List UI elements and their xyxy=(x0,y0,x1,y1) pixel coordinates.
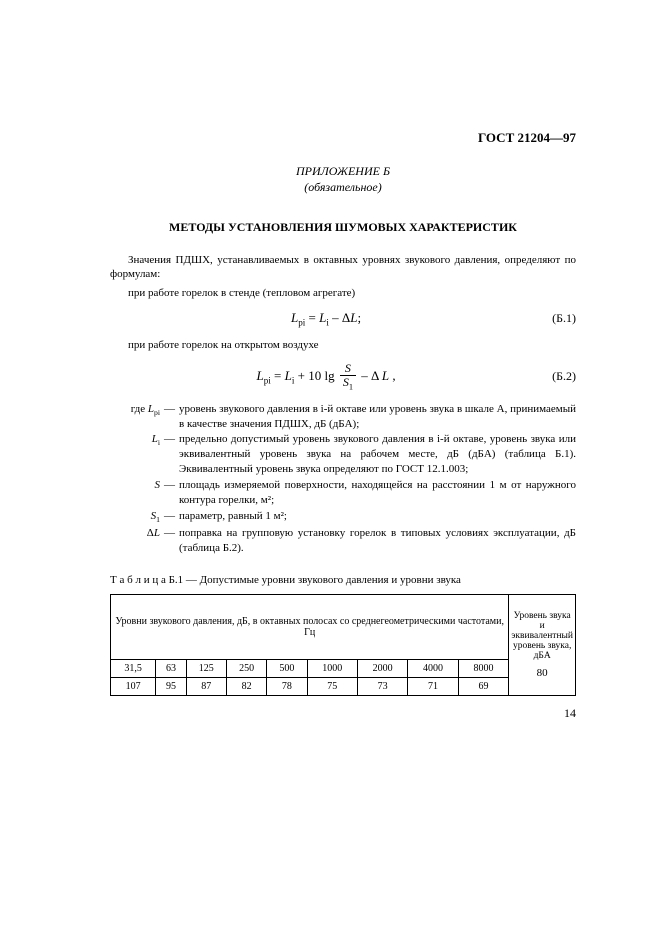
where-lpi-text: уровень звукового давления в i-й октаве … xyxy=(179,402,576,432)
where-lead: где xyxy=(131,403,148,415)
where-li-text: предельно допустимый уровень звукового д… xyxy=(179,432,576,477)
appendix-subtitle: (обязательное) xyxy=(110,180,576,196)
table-header-main: Уровни звукового давления, дБ, в октавны… xyxy=(111,594,509,659)
appendix-title: ПРИЛОЖЕНИЕ Б xyxy=(110,164,576,180)
table-row-freqs: 31,5 63 125 250 500 1000 2000 4000 8000 xyxy=(111,659,576,677)
table-b1-caption: Т а б л и ц а Б.1 — Допустимые уровни зв… xyxy=(110,574,576,586)
paragraph-case2: при работе горелок на открытом воздухе xyxy=(110,338,576,352)
paragraph-intro: Значения ПДШХ, устанавливаемых в октавны… xyxy=(110,253,576,282)
formula-b2-row: Lpi = Li + 10 lg SS1 – Δ L , (Б.2) xyxy=(110,362,576,392)
formula-b2: Lpi = Li + 10 lg SS1 – Δ L , xyxy=(256,362,395,392)
page-number: 14 xyxy=(110,706,576,721)
formula-b2-number: (Б.2) xyxy=(542,369,576,384)
document-id: ГОСТ 21204—97 xyxy=(110,130,576,146)
where-block: где Lpi — уровень звукового давления в i… xyxy=(110,402,576,556)
appendix-block: ПРИЛОЖЕНИЕ Б (обязательное) xyxy=(110,164,576,195)
formula-b1-row: Lpi = Li – ΔL; (Б.1) xyxy=(110,310,576,328)
where-dl-text: поправка на групповую установку горелок … xyxy=(179,526,576,556)
formula-b1: Lpi = Li – ΔL; xyxy=(291,310,361,328)
where-s1-text: параметр, равный 1 м²; xyxy=(179,509,576,526)
table-b1: Уровни звукового давления, дБ, в октавны… xyxy=(110,594,576,696)
table-row-levels: 107 95 87 82 78 75 73 71 69 xyxy=(111,677,576,695)
section-title: МЕТОДЫ УСТАНОВЛЕНИЯ ШУМОВЫХ ХАРАКТЕРИСТИ… xyxy=(110,220,576,235)
formula-b1-number: (Б.1) xyxy=(542,311,576,326)
paragraph-case1: при работе горелок в стенде (тепловом аг… xyxy=(110,286,576,300)
table-header-side: Уровень звука и эквивалентный уровень зв… xyxy=(509,594,576,695)
where-s-text: площадь измеряемой поверхности, находяще… xyxy=(179,478,576,508)
